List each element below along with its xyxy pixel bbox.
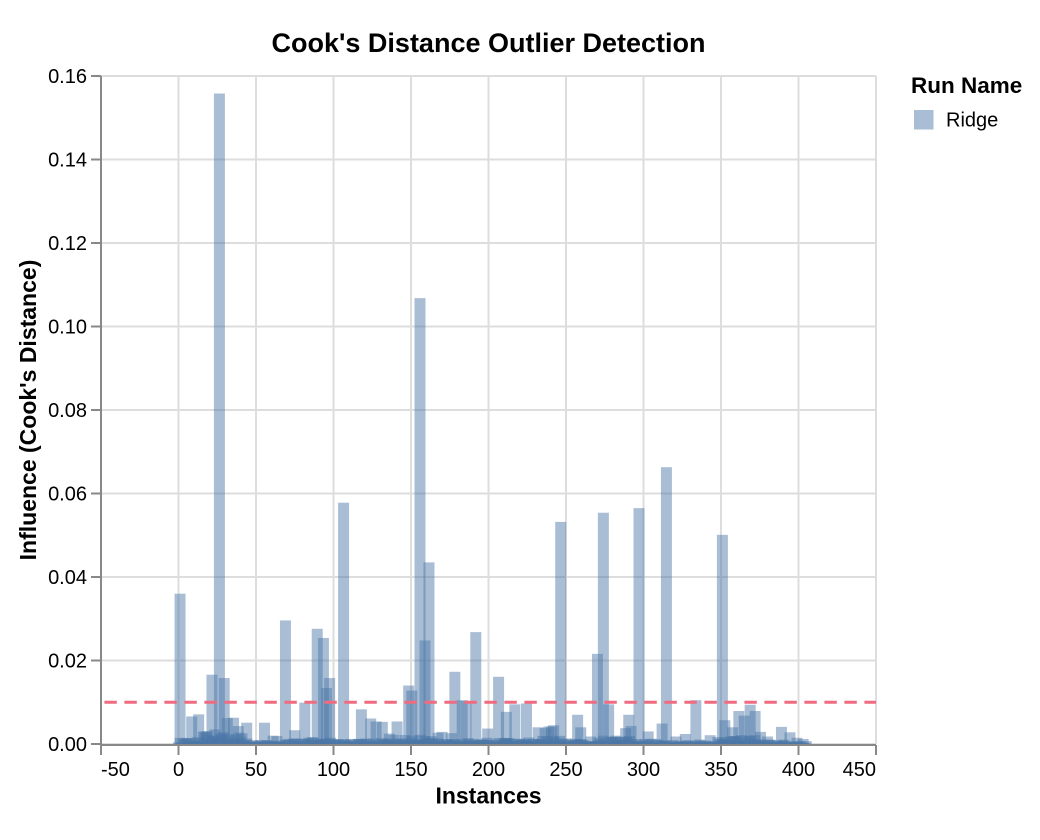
svg-text:200: 200 xyxy=(472,759,505,781)
svg-text:0.06: 0.06 xyxy=(48,484,87,506)
svg-text:150: 150 xyxy=(394,759,427,781)
svg-text:250: 250 xyxy=(549,759,582,781)
svg-text:0.04: 0.04 xyxy=(48,567,87,589)
svg-text:0.12: 0.12 xyxy=(48,233,87,255)
svg-text:0.16: 0.16 xyxy=(48,66,87,88)
svg-text:Run Name: Run Name xyxy=(911,73,1022,98)
svg-text:50: 50 xyxy=(245,759,267,781)
svg-text:0.14: 0.14 xyxy=(48,150,87,172)
svg-text:0.02: 0.02 xyxy=(48,651,87,673)
svg-text:450: 450 xyxy=(843,759,876,781)
svg-text:350: 350 xyxy=(704,759,737,781)
svg-text:0.10: 0.10 xyxy=(48,317,87,339)
svg-text:0: 0 xyxy=(173,759,184,781)
svg-text:100: 100 xyxy=(317,759,350,781)
svg-text:Instances: Instances xyxy=(435,783,541,809)
svg-text:0.08: 0.08 xyxy=(48,400,87,422)
svg-text:Ridge: Ridge xyxy=(946,110,998,132)
svg-text:Influence (Cook's Distance): Influence (Cook's Distance) xyxy=(15,260,41,561)
svg-text:-50: -50 xyxy=(101,759,130,781)
svg-text:0.00: 0.00 xyxy=(48,734,87,756)
svg-text:Cook's Distance Outlier Detect: Cook's Distance Outlier Detection xyxy=(271,28,705,58)
svg-text:400: 400 xyxy=(782,759,815,781)
svg-text:300: 300 xyxy=(627,759,660,781)
